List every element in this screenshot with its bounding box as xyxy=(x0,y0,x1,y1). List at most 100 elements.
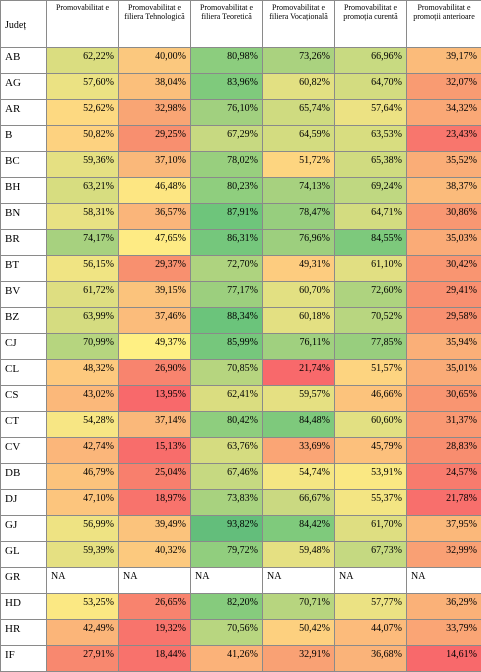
value-cell: 43,02% xyxy=(47,386,119,412)
value-cell: 84,42% xyxy=(263,516,335,542)
value-cell: 37,95% xyxy=(407,516,481,542)
judet-cell: BV xyxy=(1,282,47,308)
value-cell: 84,55% xyxy=(335,230,407,256)
column-header-judet: Județ xyxy=(1,1,47,48)
value-cell: 37,14% xyxy=(119,412,191,438)
value-cell: 40,00% xyxy=(119,48,191,74)
value-cell: 40,32% xyxy=(119,542,191,568)
value-cell: 65,38% xyxy=(335,152,407,178)
value-cell: 60,18% xyxy=(263,308,335,334)
value-cell: 64,71% xyxy=(335,204,407,230)
column-header-filiera-vocationala: Promovabilitat e filiera Vocațională xyxy=(263,1,335,48)
value-cell: 33,79% xyxy=(407,620,481,646)
judet-cell: HD xyxy=(1,594,47,620)
value-cell: 41,26% xyxy=(191,646,263,672)
value-cell: 72,60% xyxy=(335,282,407,308)
value-cell: 78,47% xyxy=(263,204,335,230)
value-cell: 35,01% xyxy=(407,360,481,386)
value-cell: 42,74% xyxy=(47,438,119,464)
value-cell: 14,61% xyxy=(407,646,481,672)
value-cell: 67,29% xyxy=(191,126,263,152)
value-cell: 38,37% xyxy=(407,178,481,204)
value-cell: 87,91% xyxy=(191,204,263,230)
column-header-filiera-tehnologica: Promovabilitat e filiera Tehnologică xyxy=(119,1,191,48)
value-cell: 37,46% xyxy=(119,308,191,334)
value-cell: 39,17% xyxy=(407,48,481,74)
judet-cell: GL xyxy=(1,542,47,568)
value-cell: 26,90% xyxy=(119,360,191,386)
value-cell: 76,96% xyxy=(263,230,335,256)
column-header-promotii-anterioare: Promovabilitat e promoții anterioare xyxy=(407,1,481,48)
value-cell: 58,31% xyxy=(47,204,119,230)
value-cell: 37,10% xyxy=(119,152,191,178)
value-cell: 18,97% xyxy=(119,490,191,516)
value-cell: 76,10% xyxy=(191,100,263,126)
value-cell: 32,91% xyxy=(263,646,335,672)
value-cell: 72,70% xyxy=(191,256,263,282)
value-cell: NA xyxy=(263,568,335,594)
value-cell: 36,68% xyxy=(335,646,407,672)
judet-cell: CJ xyxy=(1,334,47,360)
value-cell: 76,11% xyxy=(263,334,335,360)
value-cell: 57,77% xyxy=(335,594,407,620)
value-cell: 48,32% xyxy=(47,360,119,386)
value-cell: 60,82% xyxy=(263,74,335,100)
header-row: Județ Promovabilitat e Promovabilitat e … xyxy=(1,1,481,48)
value-cell: 35,52% xyxy=(407,152,481,178)
value-cell: 70,99% xyxy=(47,334,119,360)
value-cell: 50,42% xyxy=(263,620,335,646)
value-cell: 57,60% xyxy=(47,74,119,100)
column-header-filiera-teoretica: Promovabilitat e filiera Teoretică xyxy=(191,1,263,48)
value-cell: NA xyxy=(119,568,191,594)
value-cell: 64,70% xyxy=(335,74,407,100)
judet-cell: AR xyxy=(1,100,47,126)
column-header-promovabilitate: Promovabilitat e xyxy=(47,1,119,48)
value-cell: 57,64% xyxy=(335,100,407,126)
value-cell: 79,72% xyxy=(191,542,263,568)
judet-cell: GJ xyxy=(1,516,47,542)
value-cell: 61,70% xyxy=(335,516,407,542)
value-cell: 47,10% xyxy=(47,490,119,516)
judet-cell: CT xyxy=(1,412,47,438)
value-cell: 47,65% xyxy=(119,230,191,256)
value-cell: 70,56% xyxy=(191,620,263,646)
value-cell: 42,49% xyxy=(47,620,119,646)
value-cell: 63,53% xyxy=(335,126,407,152)
value-cell: NA xyxy=(191,568,263,594)
value-cell: 45,79% xyxy=(335,438,407,464)
value-cell: 70,71% xyxy=(263,594,335,620)
value-cell: 56,15% xyxy=(47,256,119,282)
judet-cell: AB xyxy=(1,48,47,74)
value-cell: 74,17% xyxy=(47,230,119,256)
value-cell: 50,82% xyxy=(47,126,119,152)
judet-cell: BR xyxy=(1,230,47,256)
value-cell: 28,83% xyxy=(407,438,481,464)
value-cell: 35,94% xyxy=(407,334,481,360)
value-cell: 60,60% xyxy=(335,412,407,438)
value-cell: 23,43% xyxy=(407,126,481,152)
value-cell: 38,04% xyxy=(119,74,191,100)
judet-cell: IF xyxy=(1,646,47,672)
value-cell: 36,57% xyxy=(119,204,191,230)
judet-cell: HR xyxy=(1,620,47,646)
value-cell: 13,95% xyxy=(119,386,191,412)
value-cell: 66,67% xyxy=(263,490,335,516)
value-cell: 34,32% xyxy=(407,100,481,126)
value-cell: 29,25% xyxy=(119,126,191,152)
judet-cell: AG xyxy=(1,74,47,100)
value-cell: 60,70% xyxy=(263,282,335,308)
value-cell: 63,99% xyxy=(47,308,119,334)
value-cell: 64,59% xyxy=(263,126,335,152)
